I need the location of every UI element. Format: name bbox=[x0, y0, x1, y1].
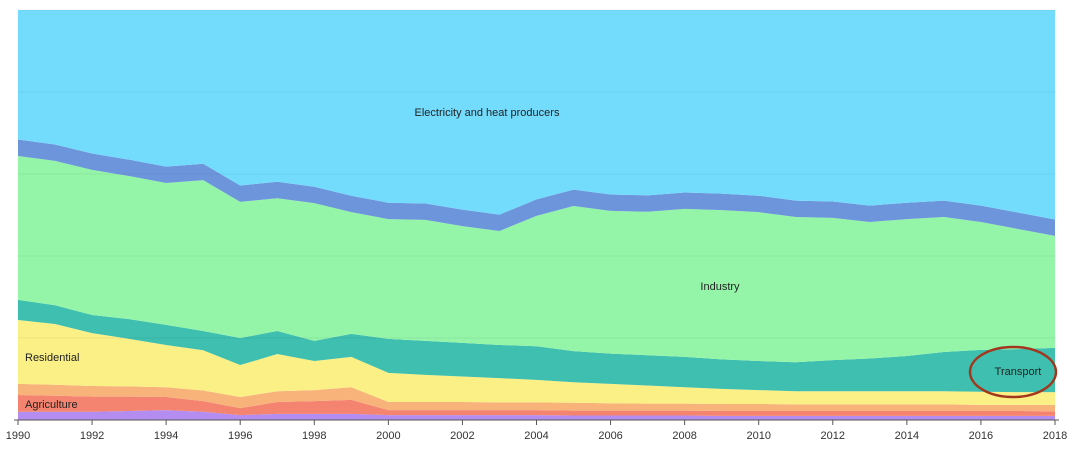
x-tick-label: 2000 bbox=[376, 430, 400, 442]
area bbox=[18, 139, 1055, 236]
series-label: Residential bbox=[25, 352, 79, 364]
x-tick-label: 1996 bbox=[228, 430, 252, 442]
x-tick-label: 1990 bbox=[6, 430, 30, 442]
x-tick-label: 2010 bbox=[746, 430, 770, 442]
area bbox=[18, 319, 1055, 405]
x-tick-label: 2002 bbox=[450, 430, 474, 442]
area bbox=[18, 383, 1055, 412]
area bbox=[18, 10, 1055, 220]
areas bbox=[18, 10, 1055, 420]
series-label: Transport bbox=[995, 366, 1042, 378]
x-tick-label: 2006 bbox=[598, 430, 622, 442]
series-label: Agriculture bbox=[25, 399, 78, 411]
x-tick-label: 2008 bbox=[672, 430, 696, 442]
x-tick-label: 1994 bbox=[154, 430, 178, 442]
area bbox=[18, 155, 1055, 363]
highlight-ellipse bbox=[968, 345, 1058, 399]
x-tick-label: 2012 bbox=[821, 430, 845, 442]
overlay: 1990 1992 1994 1996 1998 2000 2002 2004 2006 2008… bbox=[6, 9, 1067, 442]
x-tick-label: 2016 bbox=[969, 430, 993, 442]
x-tick-label: 2004 bbox=[524, 430, 548, 442]
area bbox=[18, 394, 1055, 416]
x-tick-label: 1998 bbox=[302, 430, 326, 442]
series-label: Industry bbox=[700, 281, 740, 293]
x-tick-label: 1992 bbox=[80, 430, 104, 442]
area bbox=[18, 410, 1055, 420]
x-tick-label: 2014 bbox=[895, 430, 919, 442]
series-label: Electricity and heat producers bbox=[415, 107, 560, 119]
x-tick-label: 2018 bbox=[1043, 430, 1067, 442]
area bbox=[18, 299, 1055, 393]
